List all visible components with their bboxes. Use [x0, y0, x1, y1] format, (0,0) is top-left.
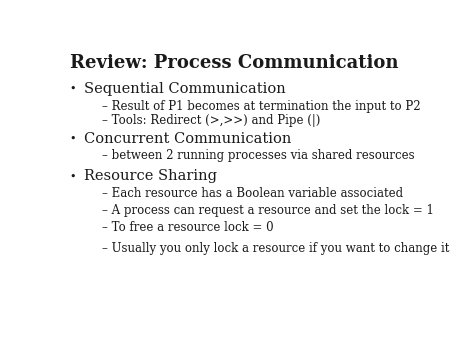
Text: – Each resource has a Boolean variable associated: – Each resource has a Boolean variable a…	[102, 187, 403, 200]
Text: Sequential Communication: Sequential Communication	[84, 82, 286, 96]
Text: Review: Process Communication: Review: Process Communication	[70, 54, 399, 72]
Text: – To free a resource lock = 0: – To free a resource lock = 0	[102, 221, 273, 234]
Text: Concurrent Communication: Concurrent Communication	[84, 132, 292, 146]
Text: – Result of P1 becomes at termination the input to P2: – Result of P1 becomes at termination th…	[102, 100, 420, 113]
Text: •: •	[70, 84, 76, 94]
Text: Resource Sharing: Resource Sharing	[84, 169, 217, 184]
Text: – Usually you only lock a resource if you want to change it: – Usually you only lock a resource if yo…	[102, 242, 449, 255]
Text: •: •	[70, 171, 76, 182]
Text: – Tools: Redirect (>,>>) and Pipe (|): – Tools: Redirect (>,>>) and Pipe (|)	[102, 114, 320, 127]
Text: – A process can request a resource and set the lock = 1: – A process can request a resource and s…	[102, 204, 433, 217]
Text: •: •	[70, 134, 76, 144]
Text: – between 2 running processes via shared resources: – between 2 running processes via shared…	[102, 149, 414, 162]
